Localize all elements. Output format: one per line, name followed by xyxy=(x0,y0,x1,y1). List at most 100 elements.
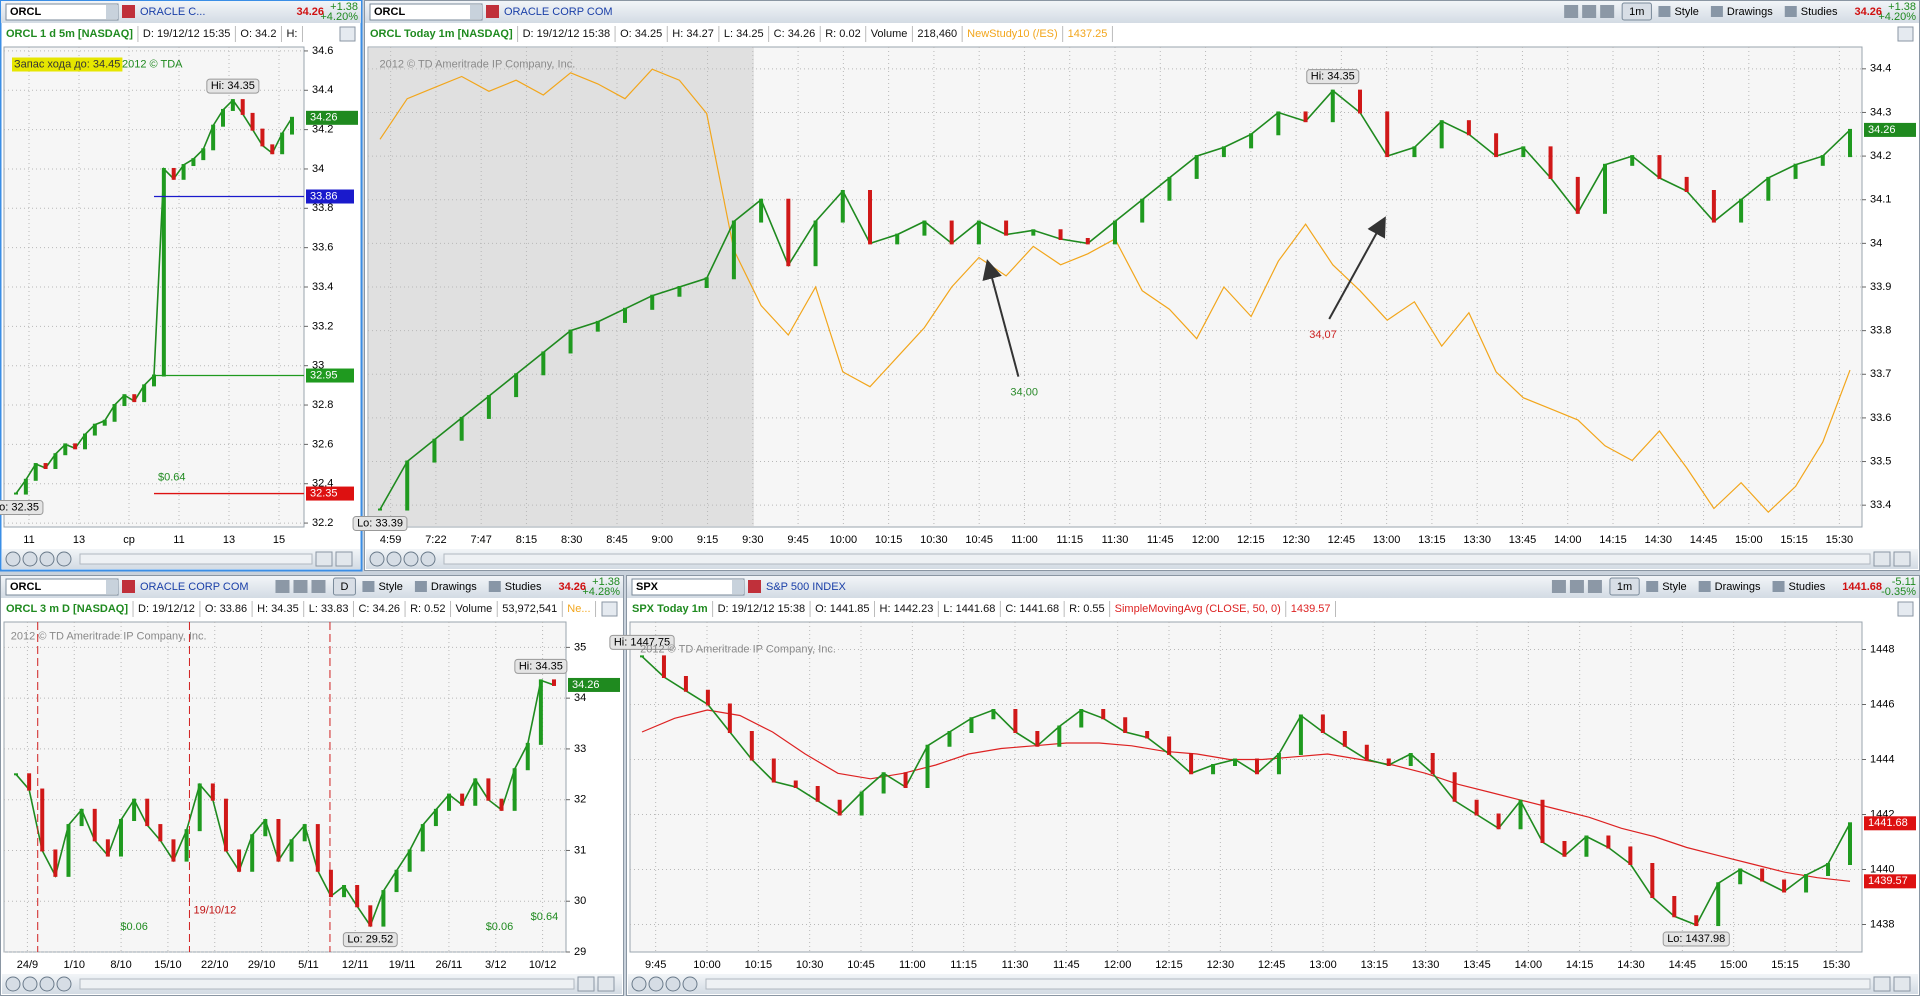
toolbar-button-label[interactable]: Drawings xyxy=(1727,6,1773,18)
y-tick-label: 33.6 xyxy=(312,242,333,254)
chart-label: Запас хода до: 34.45 xyxy=(14,59,120,71)
candle xyxy=(79,808,84,827)
symbol-dropdown[interactable] xyxy=(732,580,744,594)
zoom-icon[interactable] xyxy=(56,551,72,567)
tool-icon[interactable] xyxy=(1582,5,1597,18)
symbol-dropdown[interactable] xyxy=(106,580,118,594)
toolbar-button[interactable] xyxy=(1621,2,1652,21)
candle xyxy=(102,419,107,426)
tool-icon[interactable] xyxy=(293,580,308,593)
study-legend: 1439.57 xyxy=(1291,603,1331,615)
candle xyxy=(473,778,478,806)
candle xyxy=(552,679,556,686)
scroll-track[interactable] xyxy=(79,553,313,565)
toolbar-button-label[interactable]: Style xyxy=(378,581,402,593)
zoom-icon[interactable] xyxy=(631,976,647,992)
zoom-icon[interactable] xyxy=(648,976,664,992)
toolbar-button-label[interactable]: Studies xyxy=(1801,6,1838,18)
zoom-icon[interactable] xyxy=(56,976,72,992)
symbol-dropdown[interactable] xyxy=(470,5,482,19)
x-tick-label: 12:00 xyxy=(1104,959,1132,971)
change-pct: +4.20% xyxy=(1878,11,1916,23)
tool-icon[interactable] xyxy=(311,580,326,593)
scroll-track[interactable] xyxy=(705,978,1871,990)
hi-lo-box xyxy=(342,932,398,948)
x-tick-label: 12/11 xyxy=(342,959,369,971)
toolbar-button-label[interactable]: Style xyxy=(1662,581,1686,593)
settings-icon[interactable] xyxy=(339,26,356,42)
tool-icon[interactable] xyxy=(1551,580,1566,593)
plot-area xyxy=(629,621,1863,953)
toolbar-button-label[interactable]: 1m xyxy=(1629,6,1644,18)
toolbar-button-label[interactable]: Drawings xyxy=(1715,581,1761,593)
candle xyxy=(1548,146,1553,179)
last-price: 34.26 xyxy=(1854,6,1882,18)
x-tick-label: 14:30 xyxy=(1645,534,1673,546)
zoom-icon[interactable] xyxy=(5,976,21,992)
toolbar-button-label[interactable]: D xyxy=(340,581,348,593)
x-tick-label: 11:45 xyxy=(1053,959,1080,971)
tool-icon[interactable] xyxy=(1587,580,1602,593)
toolbar-button[interactable] xyxy=(332,577,356,596)
scroll-left[interactable] xyxy=(315,551,333,567)
zoom-icon[interactable] xyxy=(369,551,385,567)
y-tick-label: 33.8 xyxy=(1870,325,1891,337)
toolbar-button[interactable] xyxy=(1609,577,1640,596)
zoom-icon[interactable] xyxy=(403,551,419,567)
zoom-icon[interactable] xyxy=(665,976,681,992)
candle xyxy=(460,793,465,806)
settings-icon[interactable] xyxy=(601,601,618,617)
scroll-right[interactable] xyxy=(1893,976,1911,992)
symbol-icon xyxy=(486,5,499,18)
zoom-icon[interactable] xyxy=(22,551,38,567)
zoom-icon[interactable] xyxy=(5,551,21,567)
symbol-dropdown[interactable] xyxy=(106,5,118,19)
tool-icon[interactable] xyxy=(1564,5,1579,18)
scroll-left[interactable] xyxy=(1873,551,1891,567)
scroll-left[interactable] xyxy=(1873,976,1891,992)
scroll-right[interactable] xyxy=(335,551,353,567)
x-tick-label: 9:15 xyxy=(697,534,718,546)
candle xyxy=(1408,753,1413,766)
candle xyxy=(499,798,504,811)
settings-icon[interactable] xyxy=(1897,26,1914,42)
price-tag-label: 34.26 xyxy=(1868,124,1896,136)
toolbar-button-label[interactable]: Style xyxy=(1674,6,1698,18)
scroll-right[interactable] xyxy=(597,976,615,992)
hi-lo-label: Lo: 33.39 xyxy=(357,517,403,529)
toolbar-button-label[interactable]: Studies xyxy=(505,581,542,593)
scroll-right[interactable] xyxy=(1893,551,1911,567)
tool-icon[interactable] xyxy=(1600,5,1615,18)
toolbar-button-label[interactable]: Drawings xyxy=(431,581,477,593)
scroll-left[interactable] xyxy=(577,976,595,992)
candle xyxy=(1848,822,1852,865)
x-tick-label: 12:30 xyxy=(1207,959,1235,971)
settings-icon[interactable] xyxy=(1897,601,1914,617)
candle xyxy=(230,99,235,111)
info-bar xyxy=(628,599,1918,619)
zoom-icon[interactable] xyxy=(39,551,55,567)
candle xyxy=(786,198,791,267)
zoom-icon[interactable] xyxy=(420,551,436,567)
zoom-icon[interactable] xyxy=(22,976,38,992)
info-field: D: 19/12/12 xyxy=(138,603,195,615)
x-tick-label: 14:30 xyxy=(1617,959,1645,971)
zoom-icon[interactable] xyxy=(682,976,698,992)
chart-label: 2012 © TDA xyxy=(122,59,183,71)
scroll-track[interactable] xyxy=(443,553,1871,565)
candle xyxy=(1466,120,1471,136)
zoom-icon[interactable] xyxy=(39,976,55,992)
candle xyxy=(1630,155,1635,166)
y-tick-label: 32 xyxy=(574,794,586,806)
candle xyxy=(1738,868,1743,885)
zoom-icon[interactable] xyxy=(386,551,402,567)
x-tick-label: 14:00 xyxy=(1554,534,1582,546)
candle xyxy=(315,824,320,872)
toolbar-button-label[interactable]: 1m xyxy=(1617,581,1632,593)
tool-icon[interactable] xyxy=(275,580,290,593)
candle xyxy=(92,808,97,842)
scroll-track[interactable] xyxy=(79,978,575,990)
toolbar-button-label[interactable]: Studies xyxy=(1789,581,1826,593)
tool-icon[interactable] xyxy=(1569,580,1584,593)
